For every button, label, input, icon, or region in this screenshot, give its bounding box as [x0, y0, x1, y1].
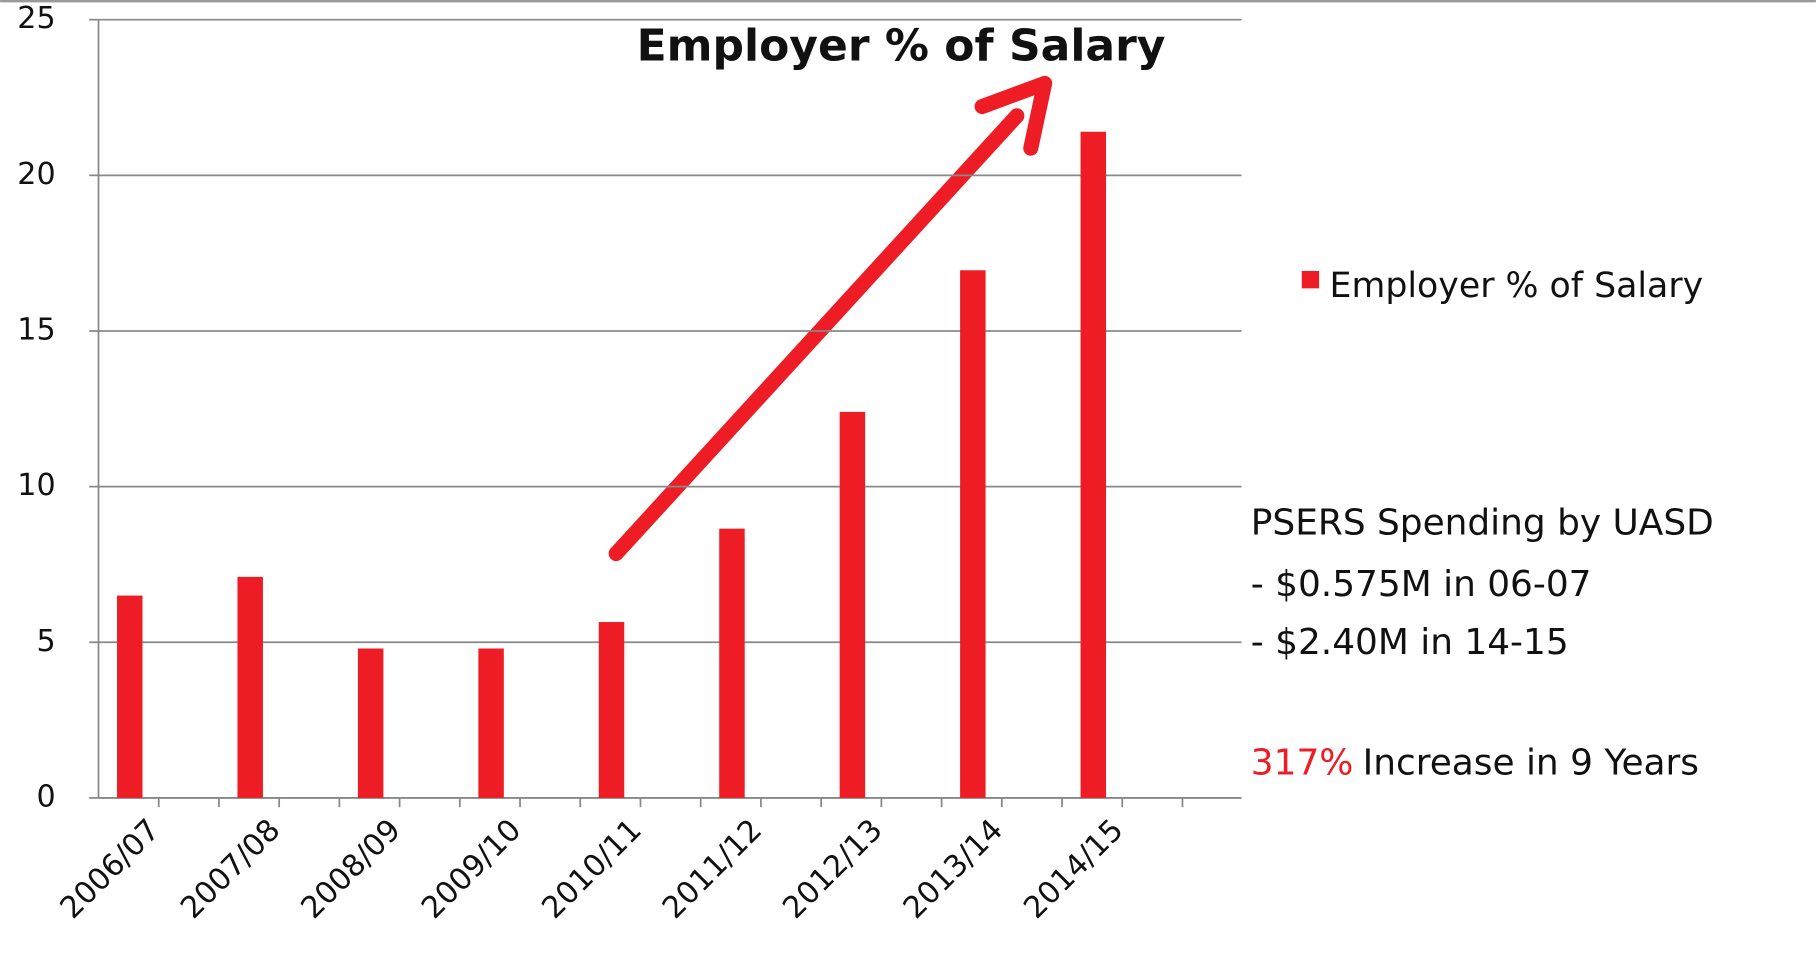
- chart-title: Employer % of Salary: [637, 21, 1166, 72]
- annotation: - $2.40M in 14-15: [1251, 622, 1569, 663]
- bar: [719, 528, 745, 798]
- annotation: Increase in 9 Years: [1363, 742, 1699, 783]
- y-tick-label: 5: [36, 624, 55, 659]
- x-tick-label: 2012/13: [776, 813, 889, 926]
- y-tick-label: 20: [17, 157, 55, 192]
- annotation: PSERS Spending by UASD: [1251, 503, 1714, 544]
- x-tick-label: 2009/10: [415, 813, 528, 926]
- x-tick-label: 2014/15: [1017, 813, 1130, 926]
- x-tick-label: 2011/12: [656, 813, 769, 926]
- y-tick-label: 10: [17, 468, 55, 503]
- y-tick-label: 15: [17, 312, 55, 347]
- arrow-head: [974, 75, 1053, 156]
- annotation-highlight: 317%: [1251, 742, 1354, 783]
- bar: [960, 270, 986, 798]
- x-tick-label: 2006/07: [54, 813, 167, 926]
- y-tick-label: 0: [36, 779, 55, 814]
- bar: [598, 622, 625, 798]
- bar: [839, 411, 866, 798]
- annotation: - $0.575M in 06-07: [1251, 564, 1592, 605]
- trend-arrow: [608, 75, 1053, 562]
- bar: [1080, 131, 1107, 798]
- x-tick-label: 2010/11: [535, 813, 648, 926]
- x-tick-label: 2008/09: [295, 813, 408, 926]
- arrow-shaft: [608, 108, 1025, 562]
- bar: [357, 648, 384, 798]
- bar: [237, 576, 263, 798]
- x-tick-label: 2007/08: [174, 813, 287, 926]
- legend-label: Employer % of Salary: [1330, 266, 1704, 306]
- y-tick-label: 25: [17, 1, 55, 36]
- bar: [478, 648, 504, 798]
- bar: [117, 595, 143, 798]
- x-tick-label: 2013/14: [897, 813, 1010, 926]
- legend-swatch: [1301, 270, 1320, 289]
